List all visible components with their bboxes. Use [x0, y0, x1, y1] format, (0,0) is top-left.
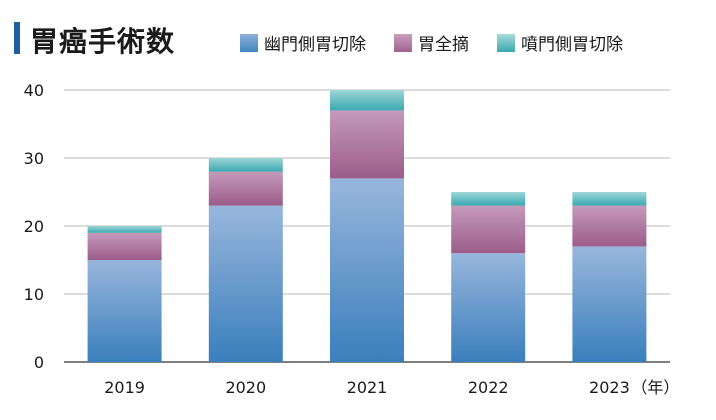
bar-2022-series-2 [451, 192, 526, 206]
bar-2023-series-0 [572, 246, 647, 362]
x-tick-label: 2020 [225, 378, 266, 397]
bar-2019-series-0 [87, 260, 162, 362]
x-tick-label: 2022 [468, 378, 509, 397]
x-tick-label: 2021 [347, 378, 388, 397]
x-axis: 2019 2020 2021 2022 2023 （年） [104, 378, 679, 397]
bar-2023-series-1 [572, 205, 647, 247]
legend-item-pylorus: 幽門側胃切除 [240, 30, 366, 55]
bars [87, 90, 647, 362]
y-tick-label: 20 [24, 217, 44, 236]
legend-item-cardia: 噴門側胃切除 [497, 30, 623, 55]
legend-swatch-cardia [497, 33, 515, 52]
x-axis-unit-label: （年） [631, 378, 679, 397]
chart-title: 胃癌手術数 [30, 25, 176, 58]
legend-swatch-pylorus [240, 33, 258, 52]
x-tick-label: 2023 [589, 378, 630, 397]
legend-item-total: 胃全摘 [394, 30, 469, 55]
bar-2020-series-0 [208, 205, 283, 362]
y-tick-label: 10 [24, 285, 44, 304]
bar-2022-series-1 [451, 205, 526, 254]
y-tick-label: 30 [24, 149, 44, 168]
bar-2019-series-2 [87, 226, 162, 233]
bar-2020-series-1 [208, 171, 283, 206]
bar-2021-series-2 [330, 90, 404, 111]
x-tick-label: 2019 [104, 378, 145, 397]
bar-2020-series-2 [208, 158, 283, 172]
y-axis: 0 10 20 30 40 [24, 81, 44, 372]
legend-label-total: 胃全摘 [418, 35, 469, 55]
title-accent-bar [14, 22, 20, 54]
legend-swatch-total [394, 33, 412, 52]
y-tick-label: 0 [34, 353, 44, 372]
y-tick-label: 40 [24, 81, 44, 100]
legend-label-cardia: 噴門側胃切除 [521, 35, 623, 55]
legend: 幽門側胃切除 胃全摘 噴門側胃切除 [240, 30, 623, 55]
bar-2021-series-0 [330, 178, 404, 362]
legend-label-pylorus: 幽門側胃切除 [264, 35, 366, 55]
bar-2023-series-2 [572, 192, 647, 206]
bar-2022-series-0 [451, 253, 526, 362]
bar-2019-series-1 [87, 232, 162, 260]
bar-2021-series-1 [330, 110, 404, 179]
